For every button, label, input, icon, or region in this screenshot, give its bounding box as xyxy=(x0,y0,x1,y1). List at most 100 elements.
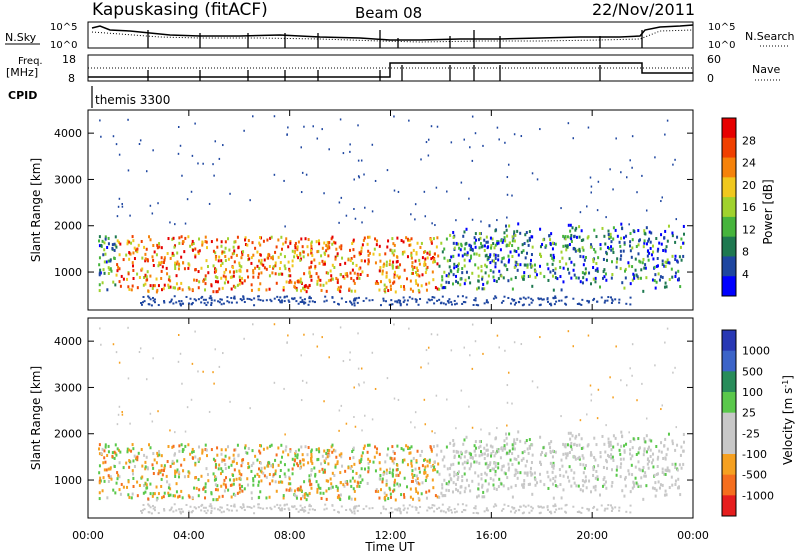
power-cell xyxy=(459,248,462,252)
power-cell xyxy=(147,295,150,298)
power-cell xyxy=(593,297,596,300)
power-cell xyxy=(287,126,289,129)
velocity-cell xyxy=(98,452,101,456)
velocity-cell xyxy=(351,511,354,514)
velocity-cell xyxy=(336,462,339,466)
power-cell xyxy=(187,266,190,270)
power-cell xyxy=(360,259,363,263)
velocity-cell xyxy=(101,447,104,451)
power-cell xyxy=(420,284,423,288)
velocity-cell xyxy=(433,465,436,469)
power-cell xyxy=(222,144,224,147)
power-cell xyxy=(511,254,514,258)
velocity-cell xyxy=(349,479,352,483)
velocity-cell xyxy=(343,484,346,488)
velocity-cell xyxy=(652,458,655,462)
power-cell xyxy=(193,278,196,282)
velocity-cell xyxy=(250,496,253,500)
velocity-cell xyxy=(642,497,645,501)
velocity-cell xyxy=(450,511,453,514)
power-cell xyxy=(408,296,411,299)
power-cell xyxy=(331,263,334,267)
power-cell xyxy=(464,301,467,304)
velocity-cell xyxy=(293,489,296,493)
power-cell xyxy=(235,253,238,257)
power-cell xyxy=(308,284,311,288)
power-cell xyxy=(374,179,377,182)
power-cell xyxy=(659,275,662,279)
velocity-cell xyxy=(616,465,619,469)
velocity-cell xyxy=(160,484,163,488)
velocity-cell xyxy=(522,511,525,514)
velocity-cell xyxy=(304,445,307,449)
power-cell xyxy=(480,269,483,273)
velocity-cell xyxy=(267,464,270,468)
power-cell xyxy=(230,255,233,259)
power-cell xyxy=(406,255,409,259)
velocity-cell xyxy=(605,486,608,490)
velocity-cell xyxy=(486,509,489,512)
velocity-cell xyxy=(366,443,369,447)
power-cell xyxy=(182,261,185,265)
power-cell xyxy=(481,277,484,281)
velocity-cell xyxy=(341,464,344,468)
velocity-cell xyxy=(340,404,343,407)
power-cell xyxy=(549,241,552,245)
velocity-cell xyxy=(223,489,226,493)
velocity-cell xyxy=(305,498,308,502)
power-cell xyxy=(194,268,197,272)
power-cell xyxy=(252,269,255,273)
velocity-cell xyxy=(489,477,492,481)
nsky-ticks xyxy=(147,30,643,48)
power-cell xyxy=(144,274,147,278)
velocity-cell xyxy=(679,493,682,497)
power-cell xyxy=(383,287,386,291)
velocity-cell xyxy=(350,465,353,469)
power-cell xyxy=(336,287,339,291)
power-cell xyxy=(115,245,118,249)
velocity-cell xyxy=(474,505,477,508)
power-cell xyxy=(513,230,516,234)
power-cell xyxy=(419,245,422,249)
power-cell xyxy=(300,237,303,241)
velocity-cell xyxy=(629,457,632,461)
velocity-cell xyxy=(231,460,234,464)
power-cell xyxy=(410,237,413,241)
velocity-cell xyxy=(644,474,647,478)
velocity-cell xyxy=(111,451,114,455)
power-cell xyxy=(131,261,134,265)
power-cell xyxy=(366,242,369,246)
velocity-cell xyxy=(353,415,355,418)
velocity-cell xyxy=(187,443,190,447)
power-cell xyxy=(449,233,452,237)
power-cell xyxy=(230,296,233,299)
power-cell xyxy=(274,272,277,276)
velocity-cell xyxy=(133,454,136,458)
power-cell xyxy=(233,297,236,300)
velocity-cell xyxy=(637,484,640,488)
power-cell xyxy=(204,235,207,239)
power-cell xyxy=(645,209,648,212)
power-cell xyxy=(435,186,438,189)
power-cell xyxy=(645,242,648,246)
velocity-cell xyxy=(230,509,233,512)
power-cell xyxy=(428,252,431,256)
power-cell xyxy=(604,242,607,246)
power-cell xyxy=(474,245,477,249)
power-cell xyxy=(643,241,646,245)
power-cell xyxy=(588,300,591,303)
power-cell xyxy=(248,298,251,301)
velocity-cell xyxy=(537,505,540,508)
power-cell xyxy=(410,253,413,257)
power-cell xyxy=(171,253,174,257)
velocity-cell xyxy=(676,468,679,472)
velocity-cell xyxy=(682,462,685,466)
velocity-cell xyxy=(158,450,161,454)
velocity-cell xyxy=(233,505,236,508)
power-cell xyxy=(263,266,266,270)
power-cell xyxy=(675,218,678,221)
power-cell xyxy=(589,282,592,286)
velocity-cell xyxy=(144,465,147,469)
velocity-cell xyxy=(302,458,305,462)
velocity-cell xyxy=(461,462,464,466)
